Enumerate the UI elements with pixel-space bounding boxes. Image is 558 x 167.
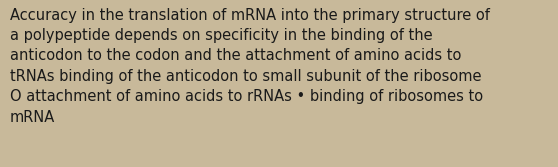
Text: Accuracy in the translation of mRNA into the primary structure of
a polypeptide : Accuracy in the translation of mRNA into… (10, 8, 490, 125)
